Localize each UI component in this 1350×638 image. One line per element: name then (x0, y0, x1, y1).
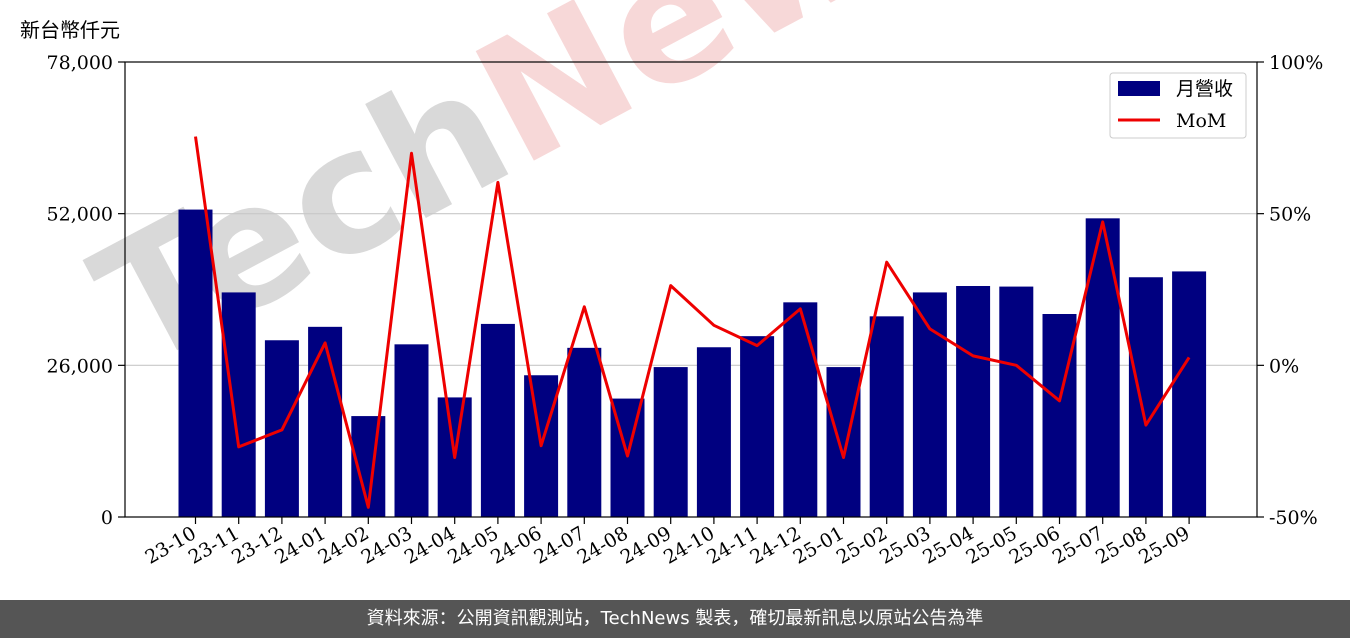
x-tick-label: 25-09 (1135, 522, 1193, 568)
left-y-tick-label: 78,000 (47, 52, 113, 74)
revenue-bar-25-04 (956, 286, 991, 517)
y-axis-unit-label: 新台幣仟元 (20, 18, 120, 42)
revenue-chart: TechNews 0 26,000 52,000 78,000 -50% 0% 50% 10… (47, 0, 1324, 569)
right-y-tick-label: 100% (1269, 52, 1323, 74)
revenue-bar-25-05 (999, 286, 1034, 517)
left-y-tick-label: 52,000 (47, 204, 113, 226)
right-y-axis: -50% 0% 50% 100% (1257, 52, 1323, 529)
revenue-bar-25-01 (826, 367, 861, 517)
revenue-bar-24-10 (696, 347, 731, 517)
right-y-tick-label: 0% (1269, 355, 1299, 377)
revenue-bar-25-08 (1128, 277, 1163, 517)
source-footer: 資料來源：公開資訊觀測站，TechNews 製表，確切最新訊息以原站公告為準 (0, 600, 1350, 638)
revenue-bar-25-02 (869, 316, 904, 517)
right-y-tick-label: -50% (1269, 507, 1318, 529)
x-axis: 23-1023-1123-1224-0124-0224-0324-0424-05… (142, 517, 1194, 569)
revenue-bar-25-09 (1172, 271, 1207, 517)
left-y-axis: 0 26,000 52,000 78,000 (47, 52, 125, 529)
legend-revenue-label: 月營收 (1176, 78, 1233, 100)
watermark-news: News (446, 0, 994, 204)
revenue-bar-24-12 (783, 302, 818, 517)
revenue-bar-25-07 (1085, 218, 1120, 518)
legend: 月營收 MoM (1109, 72, 1247, 139)
revenue-bar-24-05 (480, 323, 515, 517)
legend-bar-swatch (1118, 81, 1160, 96)
right-y-tick-label: 50% (1269, 204, 1311, 226)
revenue-bar-24-03 (394, 344, 429, 517)
revenue-bar-24-07 (567, 347, 602, 517)
revenue-bar-24-11 (740, 336, 775, 517)
plot-frame (124, 61, 1258, 518)
left-y-tick-label: 26,000 (47, 355, 113, 377)
legend-mom-label: MoM (1176, 110, 1226, 132)
left-y-tick-label: 0 (101, 507, 113, 529)
mom-line-series (194, 136, 1191, 509)
revenue-bar-25-06 (1042, 314, 1077, 517)
revenue-bar-24-01 (308, 326, 343, 517)
revenue-bar-24-09 (653, 367, 688, 517)
bar-series (178, 209, 1207, 518)
revenue-bar-23-10 (178, 209, 213, 518)
revenue-bar-23-11 (221, 292, 256, 517)
revenue-bar-25-03 (912, 292, 947, 517)
watermark-tech: Tech (66, 29, 539, 406)
mom-line (194, 136, 1191, 509)
